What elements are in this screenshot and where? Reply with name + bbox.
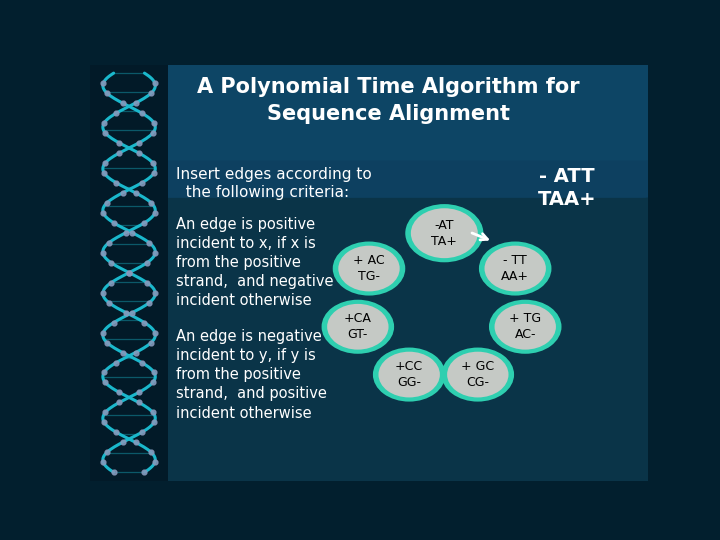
Text: Insert edges according to
  the following criteria:: Insert edges according to the following … xyxy=(176,167,372,200)
Ellipse shape xyxy=(327,304,389,349)
Text: +CC
GG-: +CC GG- xyxy=(395,360,423,389)
Ellipse shape xyxy=(379,352,440,397)
Ellipse shape xyxy=(411,208,478,258)
Ellipse shape xyxy=(489,300,562,354)
Text: +CA
GT-: +CA GT- xyxy=(344,312,372,341)
Ellipse shape xyxy=(373,348,446,402)
Bar xyxy=(90,65,168,481)
Ellipse shape xyxy=(338,246,400,292)
Ellipse shape xyxy=(479,241,552,295)
FancyBboxPatch shape xyxy=(135,40,665,198)
Ellipse shape xyxy=(333,241,405,295)
Text: A Polynomial Time Algorithm for
Sequence Alignment: A Polynomial Time Algorithm for Sequence… xyxy=(197,77,580,124)
FancyBboxPatch shape xyxy=(90,65,648,481)
Ellipse shape xyxy=(405,204,483,262)
Ellipse shape xyxy=(485,246,546,292)
Text: + AC
TG-: + AC TG- xyxy=(354,254,384,283)
Text: An edge is positive
incident to x, if x is
from the positive
strand,  and negati: An edge is positive incident to x, if x … xyxy=(176,217,334,308)
Text: - ATT
TAA+: - ATT TAA+ xyxy=(538,167,596,209)
Text: An edge is negative
incident to y, if y is
from the positive
strand,  and positi: An edge is negative incident to y, if y … xyxy=(176,329,328,421)
Ellipse shape xyxy=(447,352,508,397)
Text: -AT
TA+: -AT TA+ xyxy=(431,219,457,248)
Text: + GC
CG-: + GC CG- xyxy=(462,360,495,389)
FancyBboxPatch shape xyxy=(112,36,670,160)
Ellipse shape xyxy=(495,304,556,349)
Text: - TT
AA+: - TT AA+ xyxy=(501,254,529,283)
Ellipse shape xyxy=(322,300,394,354)
Ellipse shape xyxy=(441,348,514,402)
Text: + TG
AC-: + TG AC- xyxy=(509,312,541,341)
